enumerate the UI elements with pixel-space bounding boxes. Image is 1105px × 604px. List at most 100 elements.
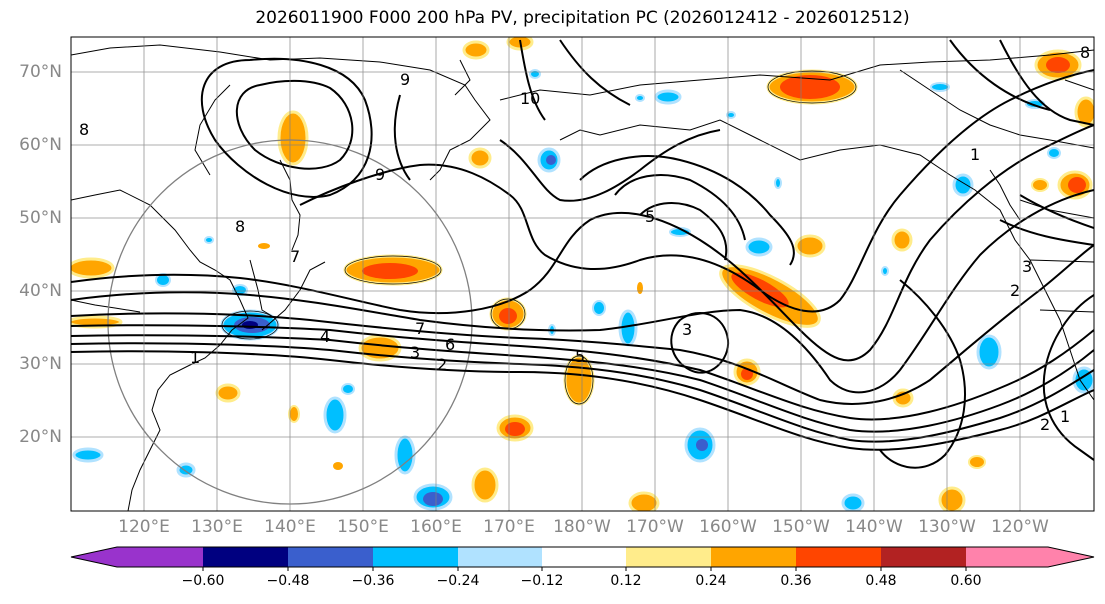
contour-labels: 1 2 2 2 3 3 3 4 5 5 6 7 7 8 8 9 9 10 8 1… xyxy=(79,43,1090,434)
contour-label: 4 xyxy=(320,327,330,346)
precip-blob xyxy=(72,447,104,463)
colorbar-extend-high xyxy=(1048,547,1094,567)
lat-label-50n: 50°N xyxy=(19,208,62,228)
colorbar-segment xyxy=(117,547,203,567)
lon-label: 170°E xyxy=(483,517,535,537)
precip-blob xyxy=(1046,57,1070,73)
graticule xyxy=(71,37,1094,511)
contour-label: 8 xyxy=(79,120,89,139)
precip-blob xyxy=(462,40,490,60)
contour-label: 1 xyxy=(970,145,980,164)
colorbar-tick-label: 0.36 xyxy=(780,573,812,589)
lon-label: 180°W xyxy=(553,517,611,537)
precip-blob xyxy=(891,228,913,252)
colorbar-extend-low xyxy=(71,547,117,567)
colorbar-segment xyxy=(203,547,288,567)
precip-blob xyxy=(841,493,865,511)
precip-blob xyxy=(288,405,300,423)
colorbar-outline xyxy=(70,546,1095,568)
precip-blob xyxy=(696,439,708,451)
map-title: 2026011900 F000 200 hPa PV, precipitatio… xyxy=(255,8,910,28)
colorbar-segment xyxy=(288,547,373,567)
precip-blob xyxy=(637,282,643,294)
colorbar-segment xyxy=(626,547,711,567)
contour-label: 2 xyxy=(437,355,447,374)
contour-label: 10 xyxy=(520,89,540,108)
lon-label: 160°W xyxy=(699,517,757,537)
precip-blob xyxy=(774,177,782,189)
precip-blob xyxy=(505,422,525,436)
contour-label: 3 xyxy=(1022,257,1032,276)
lon-label: 140°E xyxy=(264,517,316,537)
precip-blob xyxy=(976,334,1002,370)
precip-blob xyxy=(1068,177,1086,193)
precip-blob xyxy=(277,110,309,166)
colorbar-tick-label: −0.60 xyxy=(181,573,225,589)
lon-label: 120°E xyxy=(118,517,170,537)
precip-blob xyxy=(176,462,196,478)
precip-blob xyxy=(341,383,355,395)
precip-blob xyxy=(952,173,974,197)
precip-blob xyxy=(794,234,826,258)
contour-label: 1 xyxy=(190,348,200,367)
colorbar-segment xyxy=(542,547,626,567)
lon-label: 120°W xyxy=(991,517,1049,537)
contour-label: 8 xyxy=(235,217,245,236)
precip-blob xyxy=(468,147,492,169)
precip-blob xyxy=(323,396,347,434)
precip-blob xyxy=(881,266,889,276)
precip-blob xyxy=(592,300,606,316)
colorbar-tick-label: −0.24 xyxy=(436,573,480,589)
precip-blob xyxy=(745,237,773,257)
contour-label: 1 xyxy=(1060,407,1070,426)
contour-label: 5 xyxy=(645,207,655,226)
precip-negative-areas xyxy=(72,69,1094,511)
colorbar-segment xyxy=(796,547,881,567)
colorbar-segment xyxy=(881,547,966,567)
lat-label-20n: 20°N xyxy=(19,427,62,447)
precip-blob xyxy=(968,455,986,469)
precip-blob xyxy=(204,236,214,244)
precip-blob xyxy=(780,75,840,99)
precip-blob xyxy=(258,243,270,249)
precip-blob xyxy=(726,111,736,119)
contour-label: 6 xyxy=(445,335,455,354)
lat-label-60n: 60°N xyxy=(19,135,62,155)
precip-outlines xyxy=(221,70,857,405)
colorbar-tick-label: 0.12 xyxy=(610,573,642,589)
colorbar-tick-label: 0.24 xyxy=(695,573,727,589)
precip-blob xyxy=(71,257,115,279)
precip-blob xyxy=(529,69,541,79)
colorbar-segment xyxy=(373,547,458,567)
contour-label: 5 xyxy=(575,347,585,366)
colorbar-segment xyxy=(458,547,542,567)
colorbar-segment xyxy=(966,547,1048,567)
contour-label: 2 xyxy=(1040,415,1050,434)
precip-blob xyxy=(628,491,660,511)
precip-blob xyxy=(930,82,950,92)
precip-blob xyxy=(635,94,645,102)
contour-label: 9 xyxy=(400,70,410,89)
precip-blob xyxy=(499,308,517,324)
precip-blob xyxy=(1031,178,1049,192)
map-panel xyxy=(71,37,1094,511)
lon-label: 170°W xyxy=(626,517,684,537)
map-frame xyxy=(70,36,1095,512)
lon-label: 130°E xyxy=(191,517,243,537)
colorbar-tick-label: 0.60 xyxy=(950,573,982,589)
contour-label: 2 xyxy=(1010,281,1020,300)
precip-blob xyxy=(471,467,499,503)
precip-blob xyxy=(1074,96,1094,128)
contour-label: 3 xyxy=(682,320,692,339)
contour-label: 7 xyxy=(415,319,425,338)
lon-label: 140°W xyxy=(845,517,903,537)
lat-label-30n: 30°N xyxy=(19,354,62,374)
precip-blob xyxy=(423,492,443,506)
contour-label: 9 xyxy=(375,165,385,184)
lon-label: 150°E xyxy=(337,517,389,537)
precip-blob xyxy=(938,486,966,511)
precip-blob xyxy=(546,155,556,165)
colorbar-tick-label: 0.48 xyxy=(865,573,897,589)
colorbar-tick-label: −0.12 xyxy=(520,573,564,589)
contour-label: 8 xyxy=(1080,43,1090,62)
